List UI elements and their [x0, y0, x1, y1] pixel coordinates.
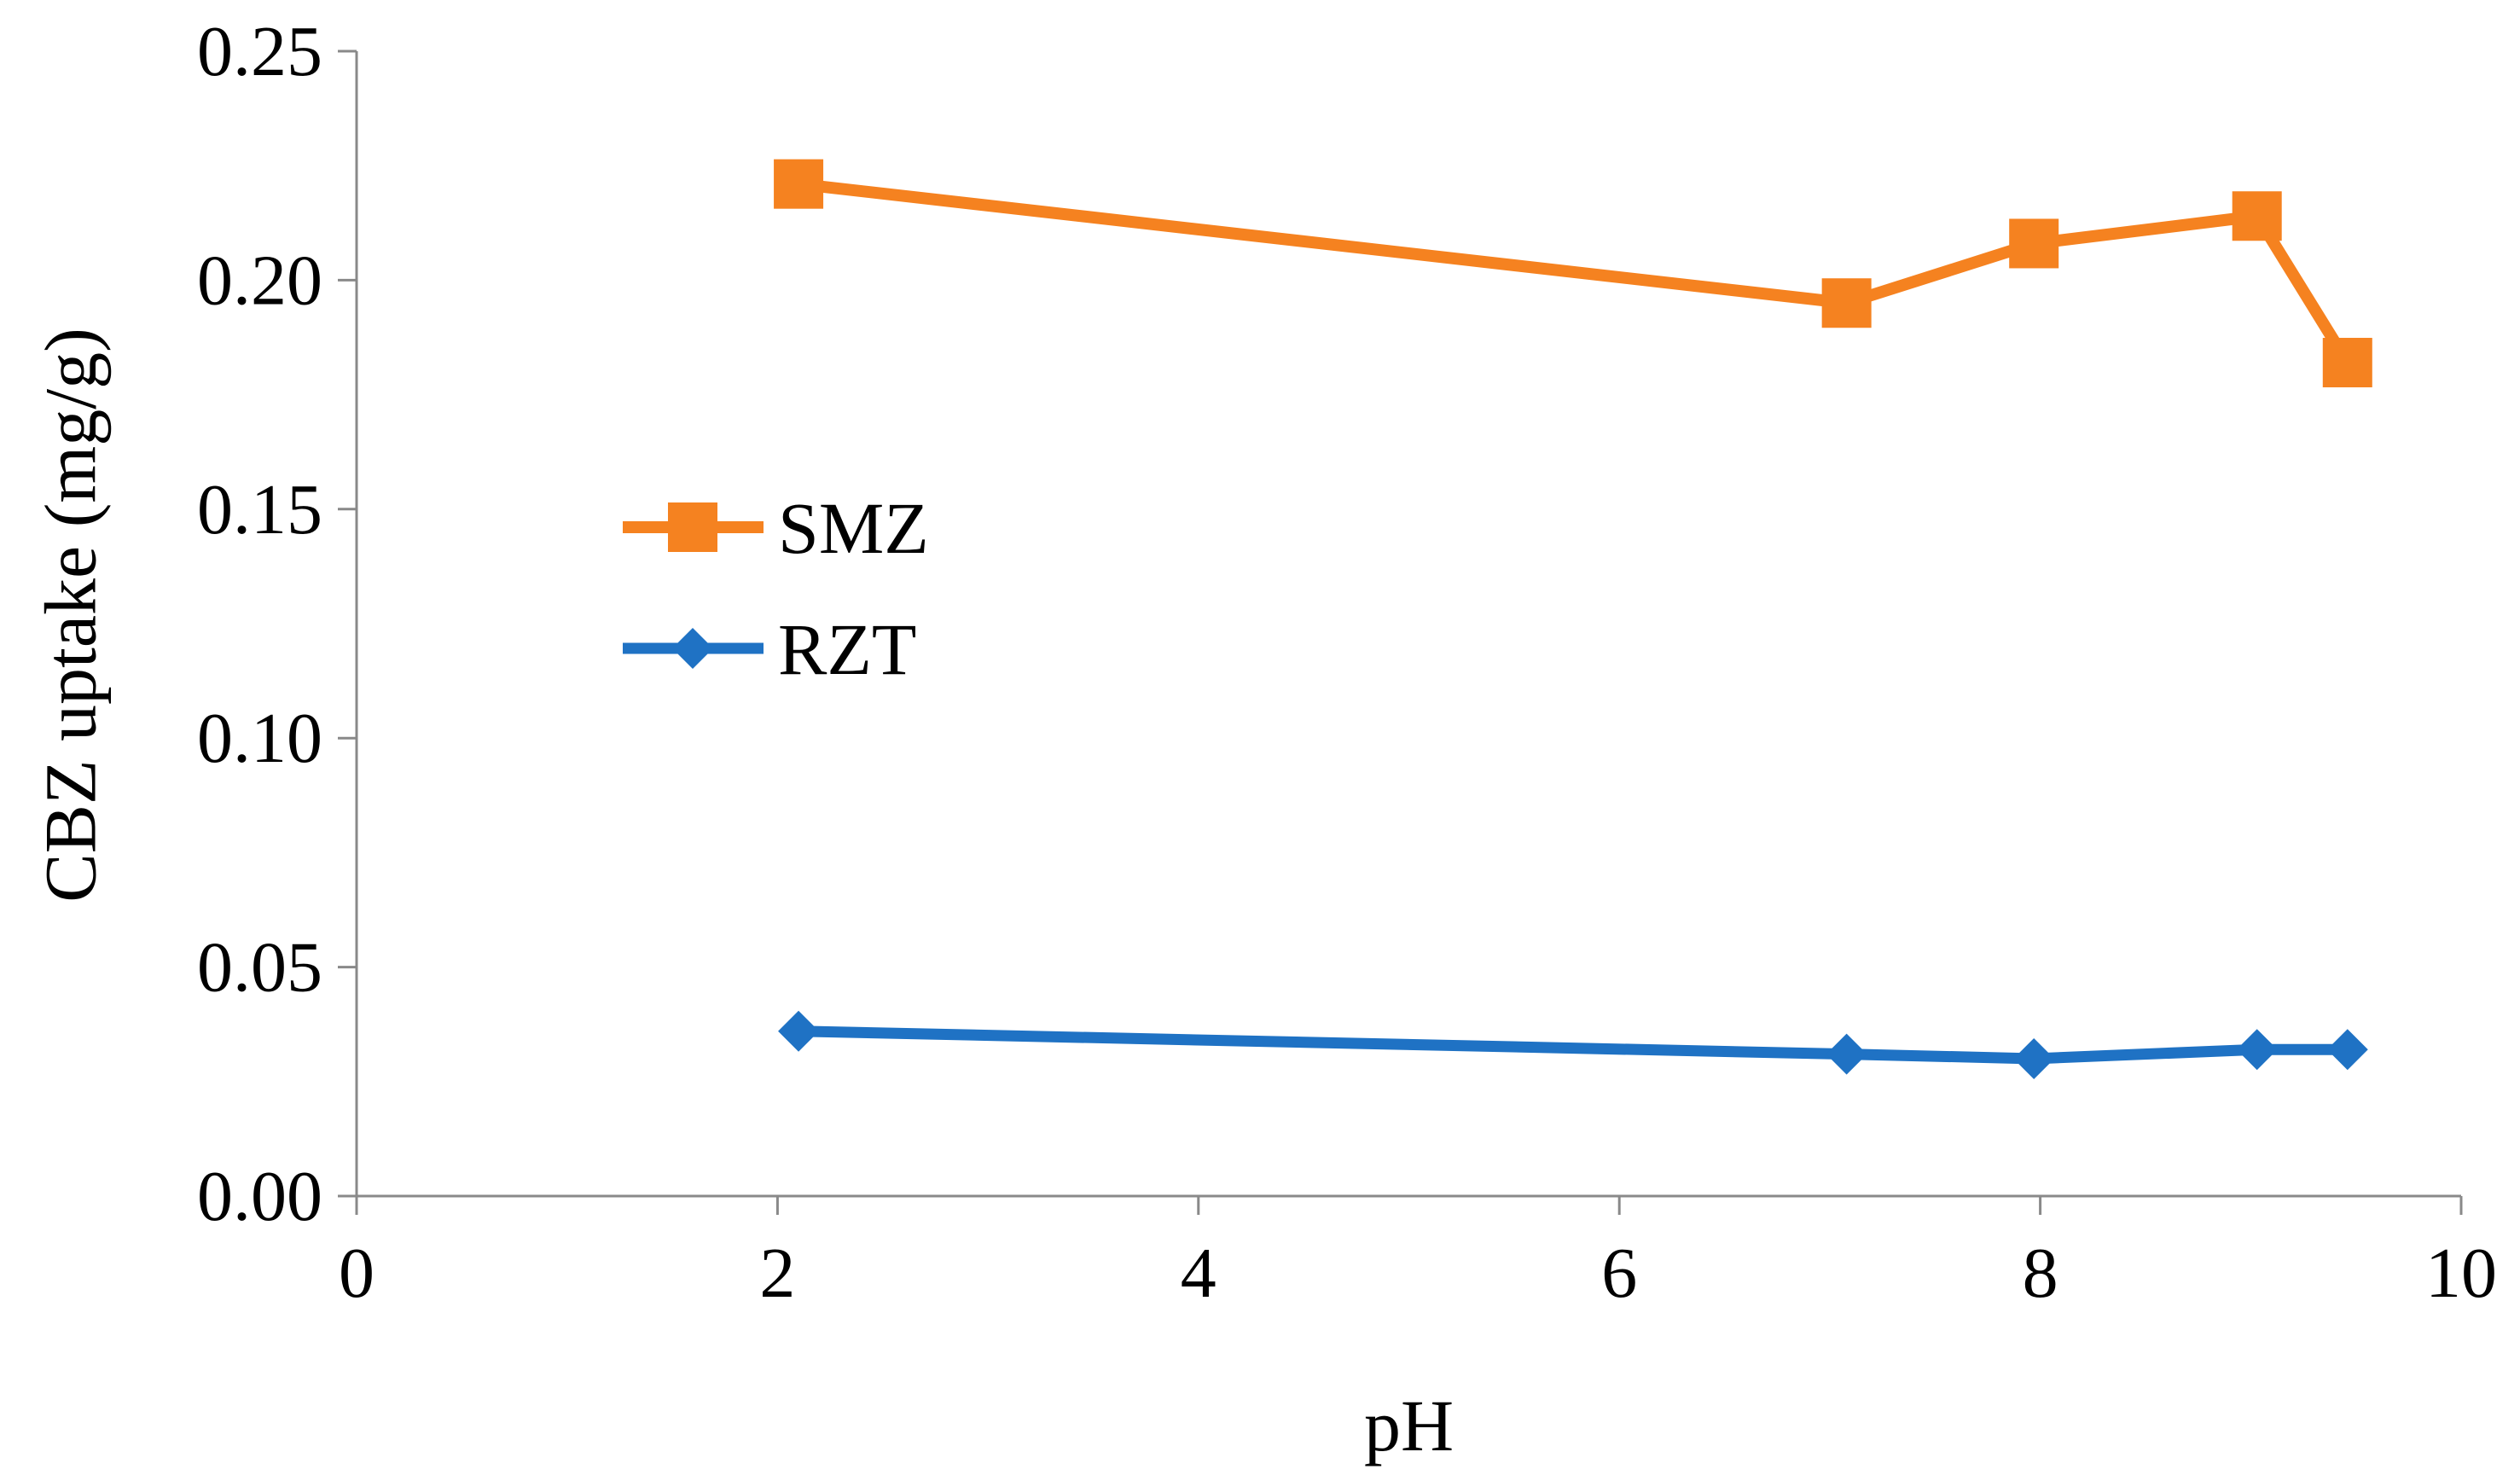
- x-tick-label: 10: [2425, 1234, 2497, 1313]
- y-axis-title: CBZ uptake (mg/g): [30, 328, 112, 903]
- y-tick-label: 0.15: [197, 470, 322, 549]
- series-line-smz: [798, 177, 2353, 366]
- x-tick-label: 8: [2023, 1234, 2058, 1313]
- series-line-rzt: [798, 1025, 2348, 1065]
- ticks: 0.00 0.05 0.10 0.15 0.20 0.25 0 2 4 6 8 10: [197, 12, 2497, 1313]
- data-point-smz-4: [2232, 191, 2282, 241]
- y-tick-label: 0.20: [197, 241, 322, 320]
- data-point-smz-1: [774, 159, 824, 209]
- data-point-rzt-1: [778, 1010, 820, 1052]
- y-tick-label: 0.10: [197, 699, 322, 778]
- data-point-smz-2: [1821, 278, 1872, 328]
- series-rzt: [778, 1010, 2368, 1079]
- x-tick-label: 0: [339, 1234, 375, 1313]
- y-tick-label: 0.25: [197, 12, 322, 91]
- x-tick-label: 6: [1601, 1234, 1637, 1313]
- plot-area: [774, 159, 2372, 1079]
- data-point-smz-5: [2322, 338, 2372, 388]
- y-tick-label: 0.00: [197, 1157, 322, 1236]
- data-point-smz-3: [2009, 218, 2059, 269]
- data-point-rzt-3: [2013, 1037, 2055, 1079]
- axes: [355, 51, 2461, 1198]
- y-tick-label: 0.05: [197, 928, 322, 1008]
- x-tick-label: 2: [759, 1234, 795, 1313]
- legend-label-smz: SMZ: [778, 487, 929, 569]
- series-smz: [774, 159, 2372, 388]
- legend-entry-rzt: RZT: [623, 608, 916, 690]
- x-axis-title: pH: [1364, 1385, 1454, 1466]
- legend-label-rzt: RZT: [778, 608, 916, 690]
- legend: SMZ RZT: [623, 487, 929, 690]
- data-point-rzt-5: [2326, 1029, 2368, 1071]
- data-point-rzt-2: [1826, 1033, 1867, 1075]
- legend-square-marker-smz: [668, 502, 717, 552]
- legend-diamond-marker-rzt: [672, 628, 713, 669]
- legend-entry-smz: SMZ: [623, 487, 929, 569]
- x-tick-label: 4: [1181, 1234, 1216, 1313]
- data-point-rzt-4: [2236, 1029, 2278, 1071]
